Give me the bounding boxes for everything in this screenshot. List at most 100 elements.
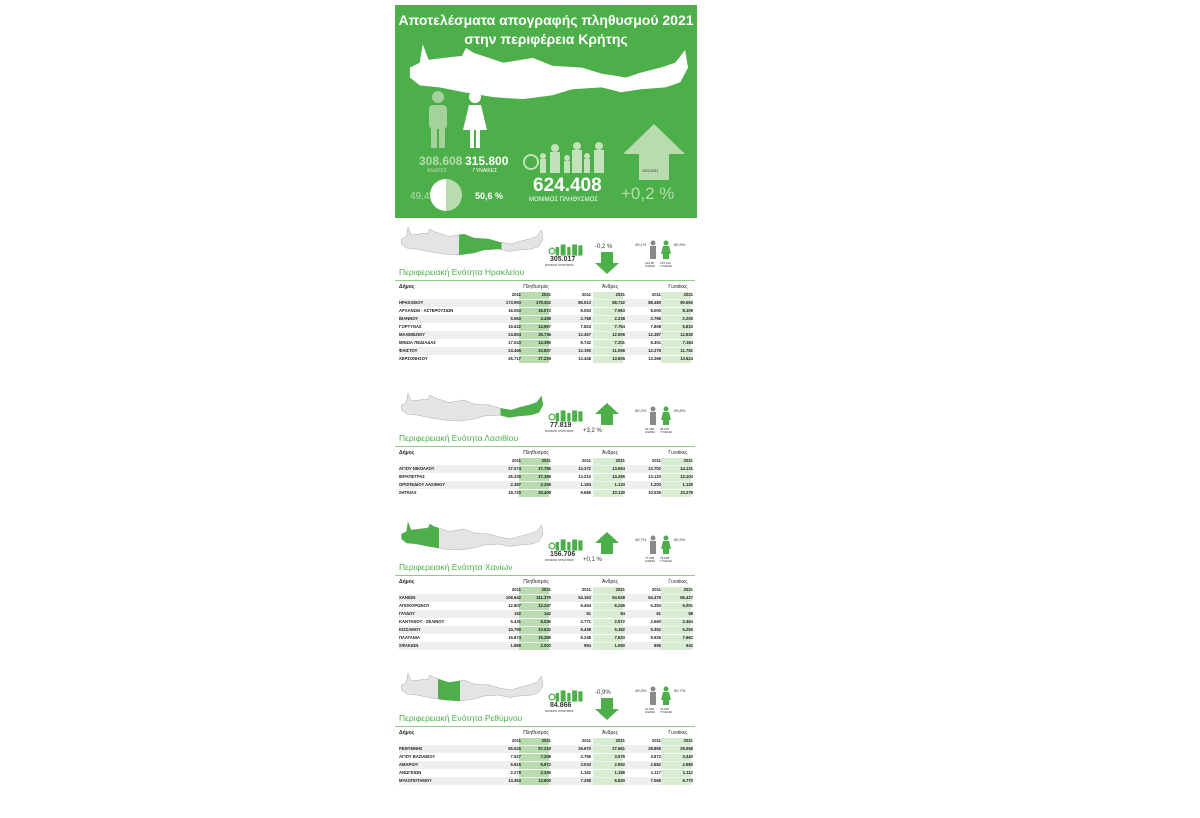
table-row: ΗΡΑΚΛΕΙΟΥ 173.993 179.302 85.513 88.742 88.48… xyxy=(399,299,693,307)
highlight xyxy=(593,762,623,769)
cell-value: 10.035 xyxy=(648,490,661,495)
cell-value: 6.001 xyxy=(682,603,693,608)
cell-value: 12.467 xyxy=(578,332,591,337)
divider xyxy=(395,280,695,281)
cell-value: 6.353 xyxy=(650,603,661,608)
divider xyxy=(395,446,695,447)
year-header: 2021 xyxy=(615,587,625,592)
divider xyxy=(395,575,695,576)
cell-value: 10.790 xyxy=(508,627,521,632)
cell-value: 6.830 xyxy=(614,778,625,783)
cell-value: 55.525 xyxy=(508,746,521,751)
highlight xyxy=(593,466,623,473)
cell-value: 2.980 xyxy=(682,762,693,767)
region-title: Περιφερειακή Ενότητα Ρεθύμνου xyxy=(399,713,523,723)
cell-value: 7.201 xyxy=(614,340,625,345)
cell-value: 27.368 xyxy=(538,474,551,479)
cell-value: 15.295 xyxy=(538,635,551,640)
cell-value: 8.626 xyxy=(650,635,661,640)
cell-value: 6.454 xyxy=(580,603,591,608)
municipality-name: ΑΓΙΟΥ ΝΙΚΟΛΑΟΥ xyxy=(399,466,435,471)
highlight xyxy=(593,635,623,642)
population-header: Πληθυσμός xyxy=(523,730,549,736)
table-row: ΦΑΙΣΤΟΥ 24.466 22.837 12.190 11.056 12.276 11.… xyxy=(399,347,693,355)
municipality-name: ΙΕΡΑΠΕΤΡΑΣ xyxy=(399,474,425,479)
cell-value: 27.074 xyxy=(508,466,521,471)
cell-value: 1.889 xyxy=(510,643,521,648)
cell-value: 2.200 xyxy=(682,316,693,321)
women-label: ΓΥΝΑΙΚΕΣ xyxy=(660,560,673,563)
cell-value: 5.563 xyxy=(510,316,521,321)
cell-value: 2.768 xyxy=(580,316,591,321)
highlight xyxy=(661,300,691,307)
gender-icons xyxy=(650,240,671,259)
year-header: 2011 xyxy=(651,458,661,463)
cell-value: 61 xyxy=(656,611,661,616)
highlight xyxy=(519,474,549,481)
men-label: ΑΝΔΡΕΣ xyxy=(427,168,448,174)
cell-value: 57.219 xyxy=(538,746,551,751)
municipality-name: ΓΑΥΔΟΥ xyxy=(399,611,415,616)
cell-value: 5.438 xyxy=(580,627,591,632)
municipality-header: Δήμος xyxy=(399,450,415,456)
cell-value: 26.717 xyxy=(508,356,521,361)
women-count: 42.997 xyxy=(660,707,670,711)
cell-value: 14.265 xyxy=(612,474,625,479)
highlight xyxy=(519,738,549,745)
cell-value: 11.781 xyxy=(680,348,693,353)
cell-value: 88.742 xyxy=(612,300,625,305)
cell-value: 1.117 xyxy=(650,770,661,775)
men-percent: 50,2% xyxy=(635,408,647,413)
municipality-name: ΠΛΑΤΑΝΙΑ xyxy=(399,635,420,640)
highlight xyxy=(661,770,691,777)
region-total: 156.706 xyxy=(550,551,576,558)
municipality-name: ΚΑΝΤΑΝΟΥ - ΣΕΛΙΝΟΥ xyxy=(399,619,445,624)
women-percent: 50,9% xyxy=(674,242,686,247)
region-title: Περιφερειακή Ενότητα Ηρακλείου xyxy=(399,267,525,277)
highlight xyxy=(593,603,623,610)
highlight xyxy=(593,316,623,323)
cell-value: 5.972 xyxy=(540,762,551,767)
highlight xyxy=(661,292,691,299)
cell-value: 179.302 xyxy=(535,300,551,305)
cell-value: 91 xyxy=(586,611,591,616)
year-header: 2011 xyxy=(511,587,521,592)
table-header-row: Δήμος Πληθυσμός Άνδρες Γυναίκες xyxy=(399,729,693,737)
year-header: 2011 xyxy=(651,587,661,592)
cell-value: 54.479 xyxy=(648,595,661,600)
highlight xyxy=(593,587,623,594)
cell-value: 7.184 xyxy=(682,340,693,345)
cell-value: 2.795 xyxy=(650,316,661,321)
family-icon xyxy=(523,142,604,173)
cell-value: 2.771 xyxy=(580,619,591,624)
highlight xyxy=(593,611,623,618)
cell-value: 2.258 xyxy=(540,482,551,487)
gender-pie-chart xyxy=(430,179,462,211)
cell-value: 13.624 xyxy=(680,356,693,361)
men-count: 308.608 xyxy=(419,154,463,168)
region-change: +3,2 % xyxy=(583,428,602,434)
arrow-up-icon xyxy=(623,124,685,180)
table-row: ΜΥΛΟΠΟΤΑΜΟΥ 14.363 13.600 7.298 6.830 7.065 6.… xyxy=(399,777,693,785)
cell-value: 3.033 xyxy=(580,762,591,767)
highlight xyxy=(661,627,691,634)
highlight xyxy=(661,595,691,602)
highlight xyxy=(661,746,691,753)
municipality-header: Δήμος xyxy=(399,730,415,736)
table-row: ΑΓΙΟΥ ΒΑΣΙΛΕΙΟΥ 7.627 7.208 3.755 3.578 3.872… xyxy=(399,753,693,761)
year-header: 2011 xyxy=(511,292,521,297)
cell-value: 15.622 xyxy=(508,324,521,329)
cell-value: 7.808 xyxy=(650,324,661,329)
region-change: +0,1 % xyxy=(583,557,602,563)
municipality-name: ΣΦΑΚΙΩΝ xyxy=(399,643,419,648)
highlight xyxy=(519,490,549,497)
municipality-name: ΜΥΛΟΠΟΤΑΜΟΥ xyxy=(399,778,432,783)
municipality-name: ΑΝΩΓΕΙΩΝ xyxy=(399,770,422,775)
title-line-2: στην περιφέρεια Κρήτης xyxy=(464,31,628,47)
municipality-header: Δήμος xyxy=(399,284,415,290)
family-icon xyxy=(548,410,583,422)
cell-value: 2.992 xyxy=(614,762,625,767)
cell-value: 142 xyxy=(544,611,551,616)
year-header: 2021 xyxy=(615,458,625,463)
gender-icons xyxy=(650,406,671,425)
